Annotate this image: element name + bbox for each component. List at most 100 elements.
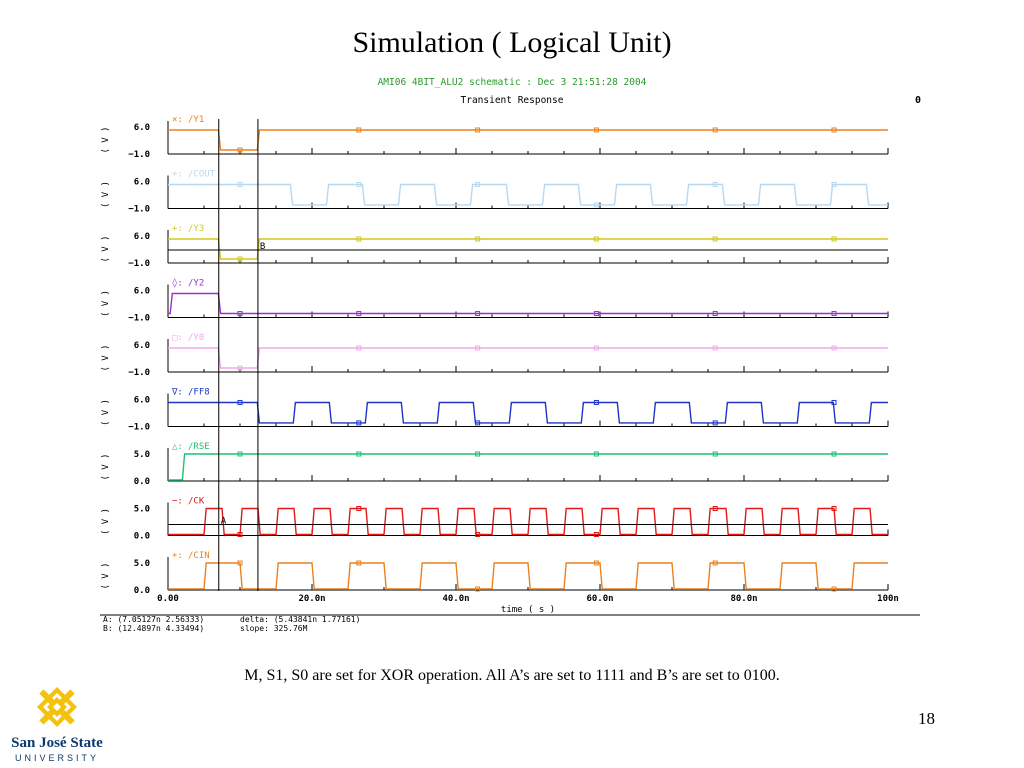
series-y1-ymin-label: −1.0 bbox=[128, 150, 150, 160]
series-cin-ymin-label: 0.0 bbox=[134, 586, 150, 596]
series-cout-legend-name: /COUT bbox=[188, 170, 216, 180]
series-y2-marker bbox=[237, 311, 243, 317]
series-y2-marker bbox=[356, 311, 362, 317]
series-y1-legend-marker: ×: bbox=[172, 115, 183, 125]
series-cin-legend-name: /CIN bbox=[188, 551, 210, 561]
x-tick-label: 60.0n bbox=[586, 594, 613, 604]
series-ff8-ymax-label: 6.0 bbox=[134, 396, 150, 406]
series-y0-marker bbox=[593, 345, 599, 351]
series-y0-marker bbox=[831, 345, 837, 351]
series-cout-ymax-label: 6.0 bbox=[134, 178, 150, 188]
series-y2-ymin-label: −1.0 bbox=[128, 314, 150, 324]
series-rse-unit-label: ( V ) bbox=[101, 453, 111, 480]
series-cin-marker bbox=[712, 560, 718, 566]
x-tick-label: 40.0n bbox=[442, 594, 469, 604]
series-cout-legend-marker: +: bbox=[172, 170, 183, 180]
readout-a: A: (7.05127n 2.56333) bbox=[103, 615, 204, 624]
series-rse-ymin-label: 0.0 bbox=[134, 477, 150, 487]
series-cout-unit-label: ( V ) bbox=[101, 181, 111, 208]
corner-mark: 0 bbox=[915, 95, 921, 106]
transient-response-plot: AMI06 4BIT_ALU2 schematic : Dec 3 21:51:… bbox=[100, 77, 921, 633]
series-y2-ymax-label: 6.0 bbox=[134, 287, 150, 297]
readout-b: B: (12.4897n 4.33494) bbox=[103, 624, 204, 633]
series-y3-marker bbox=[237, 256, 243, 262]
series-rse-line bbox=[168, 453, 888, 481]
series-y2-marker bbox=[712, 311, 718, 317]
series-y2-legend-name: /Y2 bbox=[188, 279, 204, 289]
series-y1-marker bbox=[593, 127, 599, 133]
series-y0-marker bbox=[712, 345, 718, 351]
series-y3-ymax-label: 6.0 bbox=[134, 232, 150, 242]
series-rse-marker bbox=[237, 451, 243, 457]
series-ff8-unit-label: ( V ) bbox=[101, 399, 111, 426]
logo-university: UNIVERSITY bbox=[15, 753, 99, 763]
series-cin-marker bbox=[475, 586, 481, 592]
x-tick-label: 80.0n bbox=[730, 594, 757, 604]
series-ck-unit-label: ( V ) bbox=[101, 508, 111, 535]
chart-subtitle: Transient Response bbox=[461, 95, 564, 106]
series-rse-legend-name: /RSE bbox=[188, 442, 210, 452]
series-cout-marker bbox=[712, 181, 718, 187]
slide-title: Simulation ( Logical Unit) bbox=[352, 26, 672, 59]
series-y2-line bbox=[168, 292, 888, 315]
series-ff8-marker bbox=[593, 399, 599, 405]
series-ck-ymax-label: 5.0 bbox=[134, 505, 150, 515]
series-y0-legend-name: /Y0 bbox=[188, 333, 204, 343]
series-y1-ymax-label: 6.0 bbox=[134, 123, 150, 133]
chart-title: AMI06 4BIT_ALU2 schematic : Dec 3 21:51:… bbox=[378, 77, 647, 88]
series-ff8-ymin-label: −1.0 bbox=[128, 423, 150, 433]
series-y2-unit-label: ( V ) bbox=[101, 290, 111, 317]
series-y1-marker bbox=[475, 127, 481, 133]
series-y2-legend-marker: ◊: bbox=[172, 278, 183, 289]
series-rse-marker bbox=[831, 451, 837, 457]
series-cout-marker bbox=[475, 181, 481, 187]
series-y0-ymax-label: 6.0 bbox=[134, 341, 150, 351]
series-cin-marker bbox=[356, 560, 362, 566]
series-y3-marker bbox=[593, 236, 599, 242]
series-ff8-marker bbox=[712, 420, 718, 426]
series-y3-marker bbox=[356, 236, 362, 242]
readout-slope: slope: 325.76M bbox=[240, 624, 308, 633]
series-y1-legend-name: /Y1 bbox=[188, 115, 204, 125]
series-rse-marker bbox=[593, 451, 599, 457]
x-tick-label: 20.0n bbox=[298, 594, 325, 604]
cursor-a-label: A bbox=[221, 517, 227, 527]
series-ck-marker bbox=[356, 506, 362, 511]
series-ck-marker bbox=[237, 532, 243, 537]
series-ff8-legend-name: /FF8 bbox=[188, 388, 210, 398]
series-ck-marker bbox=[831, 506, 837, 511]
series-y3-legend-name: /Y3 bbox=[188, 224, 204, 234]
series-y3-line bbox=[168, 238, 888, 260]
series-cin-marker bbox=[237, 560, 243, 566]
x-tick-label: 100n bbox=[877, 594, 899, 604]
series-cout-ymin-label: −1.0 bbox=[128, 205, 150, 215]
series-y2-marker bbox=[831, 311, 837, 317]
series-y1-line bbox=[168, 129, 888, 151]
series-cin-line bbox=[168, 562, 888, 590]
series-y3-marker bbox=[475, 236, 481, 242]
series-cout-line bbox=[168, 183, 888, 206]
series-y0-line bbox=[168, 347, 888, 369]
series-cin-ymax-label: 5.0 bbox=[134, 559, 150, 569]
series-ck-line bbox=[168, 507, 888, 536]
page-number: 18 bbox=[918, 709, 935, 728]
logo-emblem-icon bbox=[37, 687, 77, 727]
series-ff8-line bbox=[168, 401, 888, 424]
series-cin-marker bbox=[831, 586, 837, 592]
series-ff8-legend-marker: ∇: bbox=[171, 388, 183, 398]
series-rse-ymax-label: 5.0 bbox=[134, 450, 150, 460]
x-axis-label: time ( s ) bbox=[501, 605, 555, 615]
series-y0-marker bbox=[237, 365, 243, 371]
series-y1-marker bbox=[237, 147, 243, 153]
series-ff8-marker bbox=[356, 420, 362, 426]
series-ff8-marker bbox=[237, 399, 243, 405]
series-ck-marker bbox=[593, 532, 599, 537]
series-cout-marker bbox=[593, 202, 599, 208]
series-y3-marker bbox=[712, 236, 718, 242]
series-y1-marker bbox=[356, 127, 362, 133]
series-ff8-marker bbox=[475, 420, 481, 426]
series-y1-marker bbox=[831, 127, 837, 133]
series-y3-unit-label: ( V ) bbox=[101, 235, 111, 262]
series-y0-marker bbox=[356, 345, 362, 351]
series-y1-unit-label: ( V ) bbox=[101, 126, 111, 153]
